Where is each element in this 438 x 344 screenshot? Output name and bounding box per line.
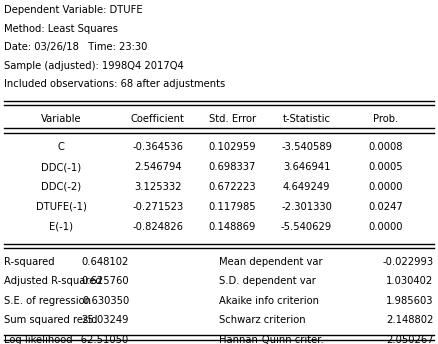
Text: 0.648102: 0.648102 [82, 257, 129, 267]
Text: 0.630350: 0.630350 [82, 296, 129, 306]
Text: 0.102959: 0.102959 [208, 142, 256, 152]
Text: 0.0005: 0.0005 [368, 162, 403, 172]
Text: 4.649249: 4.649249 [283, 182, 330, 192]
Text: S.D. dependent var: S.D. dependent var [219, 276, 316, 286]
Text: Hannan-Quinn criter.: Hannan-Quinn criter. [219, 335, 324, 344]
Text: DTUFE(-1): DTUFE(-1) [36, 202, 87, 212]
Text: 2.148802: 2.148802 [386, 315, 434, 325]
Text: C: C [58, 142, 65, 152]
Text: 0.698337: 0.698337 [208, 162, 256, 172]
Text: 1.985603: 1.985603 [386, 296, 434, 306]
Text: Log likelihood: Log likelihood [4, 335, 73, 344]
Text: Date: 03/26/18   Time: 23:30: Date: 03/26/18 Time: 23:30 [4, 42, 148, 52]
Text: -5.540629: -5.540629 [281, 222, 332, 232]
Text: 0.0247: 0.0247 [368, 202, 403, 212]
Text: 0.0000: 0.0000 [368, 182, 403, 192]
Text: -0.824826: -0.824826 [132, 222, 183, 232]
Text: Sum squared resid: Sum squared resid [4, 315, 98, 325]
Text: Method: Least Squares: Method: Least Squares [4, 24, 118, 34]
Text: Coefficient: Coefficient [131, 114, 185, 124]
Text: t-Statistic: t-Statistic [283, 114, 331, 124]
Text: -2.301330: -2.301330 [281, 202, 332, 212]
Text: S.E. of regression: S.E. of regression [4, 296, 92, 306]
Text: 0.148869: 0.148869 [208, 222, 256, 232]
Text: -0.364536: -0.364536 [132, 142, 183, 152]
Text: DDC(-1): DDC(-1) [41, 162, 81, 172]
Text: DDC(-2): DDC(-2) [41, 182, 81, 192]
Text: Std. Error: Std. Error [208, 114, 256, 124]
Text: 2.050267: 2.050267 [386, 335, 434, 344]
Text: -0.271523: -0.271523 [132, 202, 184, 212]
Text: 0.672223: 0.672223 [208, 182, 256, 192]
Text: 0.0000: 0.0000 [368, 222, 403, 232]
Text: -3.540589: -3.540589 [281, 142, 332, 152]
Text: E(-1): E(-1) [49, 222, 73, 232]
Text: 25.03249: 25.03249 [82, 315, 129, 325]
Text: -62.51050: -62.51050 [78, 335, 129, 344]
Text: Included observations: 68 after adjustments: Included observations: 68 after adjustme… [4, 79, 226, 89]
Text: Dependent Variable: DTUFE: Dependent Variable: DTUFE [4, 5, 143, 15]
Text: 3.646941: 3.646941 [283, 162, 330, 172]
Text: 2.546794: 2.546794 [134, 162, 181, 172]
Text: Variable: Variable [41, 114, 81, 124]
Text: R-squared: R-squared [4, 257, 55, 267]
Text: 1.030402: 1.030402 [386, 276, 434, 286]
Text: -0.022993: -0.022993 [382, 257, 434, 267]
Text: 0.625760: 0.625760 [81, 276, 129, 286]
Text: 0.117985: 0.117985 [208, 202, 256, 212]
Text: Prob.: Prob. [373, 114, 398, 124]
Text: Schwarz criterion: Schwarz criterion [219, 315, 306, 325]
Text: Akaike info criterion: Akaike info criterion [219, 296, 319, 306]
Text: Mean dependent var: Mean dependent var [219, 257, 323, 267]
Text: 0.0008: 0.0008 [368, 142, 403, 152]
Text: Sample (adjusted): 1998Q4 2017Q4: Sample (adjusted): 1998Q4 2017Q4 [4, 61, 184, 71]
Text: 3.125332: 3.125332 [134, 182, 181, 192]
Text: Adjusted R-squared: Adjusted R-squared [4, 276, 102, 286]
